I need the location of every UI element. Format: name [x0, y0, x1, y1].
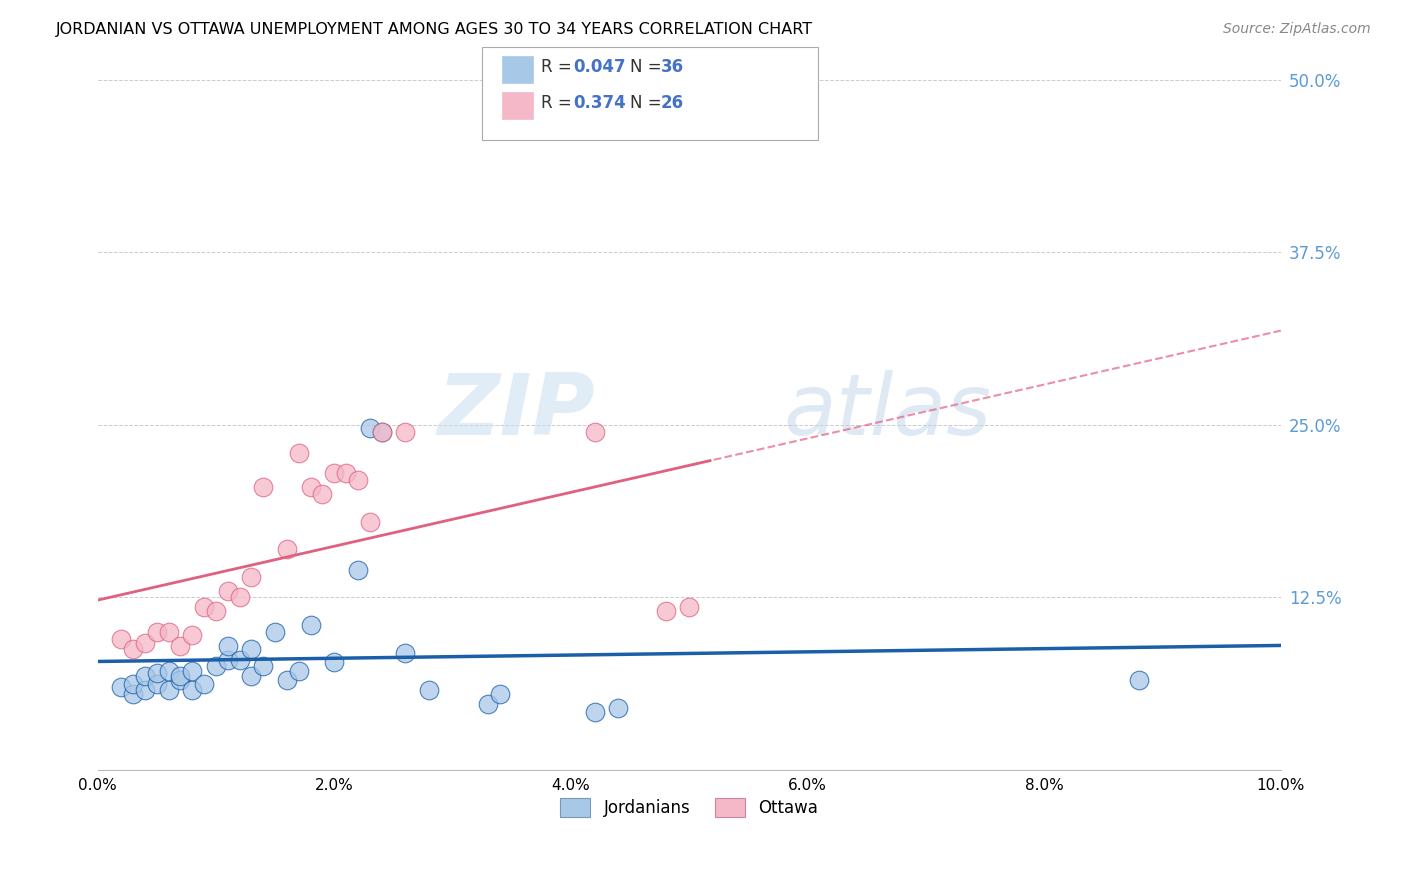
- Point: [359, 515, 381, 529]
- Point: [134, 636, 156, 650]
- Point: [217, 652, 239, 666]
- Point: [299, 480, 322, 494]
- Point: [134, 669, 156, 683]
- Point: [288, 445, 311, 459]
- Point: [157, 625, 180, 640]
- Point: [240, 570, 263, 584]
- Point: [359, 421, 381, 435]
- Point: [347, 563, 370, 577]
- Point: [583, 425, 606, 439]
- Point: [394, 425, 416, 439]
- Text: 26: 26: [661, 94, 683, 112]
- Point: [276, 542, 298, 557]
- Text: R =: R =: [541, 58, 578, 76]
- Point: [228, 652, 250, 666]
- Text: N =: N =: [630, 94, 666, 112]
- Point: [607, 701, 630, 715]
- Point: [418, 682, 440, 697]
- Point: [654, 604, 676, 618]
- Point: [1128, 673, 1150, 688]
- Point: [489, 687, 512, 701]
- Point: [678, 600, 700, 615]
- Point: [252, 659, 274, 673]
- Point: [311, 487, 333, 501]
- Point: [299, 618, 322, 632]
- Point: [181, 628, 204, 642]
- Point: [240, 669, 263, 683]
- Point: [146, 677, 169, 691]
- Point: [288, 664, 311, 678]
- Text: JORDANIAN VS OTTAWA UNEMPLOYMENT AMONG AGES 30 TO 34 YEARS CORRELATION CHART: JORDANIAN VS OTTAWA UNEMPLOYMENT AMONG A…: [56, 22, 813, 37]
- Text: 36: 36: [661, 58, 683, 76]
- Point: [157, 682, 180, 697]
- Point: [122, 677, 145, 691]
- Point: [335, 467, 357, 481]
- Point: [370, 425, 392, 439]
- Point: [217, 639, 239, 653]
- Text: Source: ZipAtlas.com: Source: ZipAtlas.com: [1223, 22, 1371, 37]
- Point: [477, 697, 499, 711]
- Point: [264, 625, 287, 640]
- Point: [193, 677, 215, 691]
- Point: [252, 480, 274, 494]
- Point: [169, 669, 191, 683]
- Point: [205, 659, 228, 673]
- Point: [122, 687, 145, 701]
- Point: [122, 641, 145, 656]
- Point: [276, 673, 298, 688]
- Point: [394, 646, 416, 660]
- Text: ZIP: ZIP: [437, 369, 595, 452]
- Text: atlas: atlas: [785, 369, 991, 452]
- Point: [181, 664, 204, 678]
- Text: 0.374: 0.374: [574, 94, 627, 112]
- Point: [169, 639, 191, 653]
- Point: [205, 604, 228, 618]
- Text: N =: N =: [630, 58, 666, 76]
- Legend: Jordanians, Ottawa: Jordanians, Ottawa: [554, 791, 825, 824]
- Point: [169, 673, 191, 688]
- Point: [240, 641, 263, 656]
- Point: [370, 425, 392, 439]
- Point: [157, 664, 180, 678]
- Point: [323, 467, 346, 481]
- Point: [110, 680, 132, 694]
- Point: [146, 666, 169, 681]
- Point: [110, 632, 132, 646]
- Point: [181, 682, 204, 697]
- Text: R =: R =: [541, 94, 578, 112]
- Point: [193, 600, 215, 615]
- Text: 0.047: 0.047: [574, 58, 626, 76]
- Point: [347, 473, 370, 487]
- Point: [217, 583, 239, 598]
- Point: [583, 705, 606, 719]
- Point: [323, 656, 346, 670]
- Point: [146, 625, 169, 640]
- Point: [134, 682, 156, 697]
- Point: [228, 591, 250, 605]
